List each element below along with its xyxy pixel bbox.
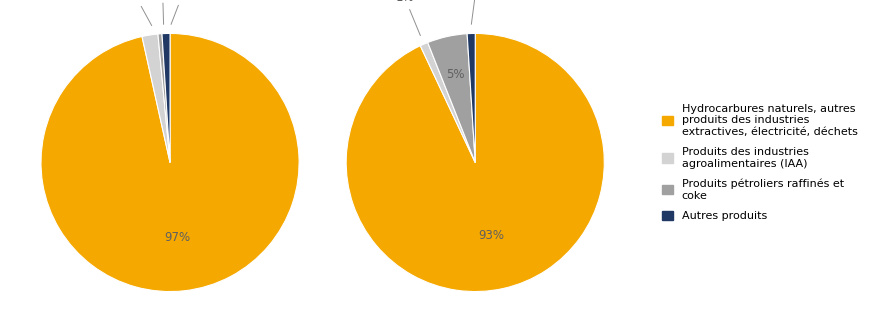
Text: 1%: 1% <box>395 0 420 35</box>
Wedge shape <box>467 33 475 162</box>
Wedge shape <box>162 33 170 162</box>
Wedge shape <box>41 33 299 292</box>
Legend: Hydrocarbures naturels, autres
produits des industries
extractives, électricité,: Hydrocarbures naturels, autres produits … <box>662 104 858 221</box>
Wedge shape <box>158 34 170 162</box>
Text: 0%: 0% <box>153 0 172 24</box>
Text: 1%: 1% <box>171 0 192 24</box>
Text: 2%: 2% <box>126 0 152 26</box>
Wedge shape <box>346 33 604 292</box>
Wedge shape <box>142 34 170 162</box>
Text: 93%: 93% <box>479 229 505 242</box>
Wedge shape <box>428 34 475 162</box>
Text: 97%: 97% <box>164 230 190 243</box>
Wedge shape <box>420 43 475 162</box>
Text: 1%: 1% <box>467 0 486 24</box>
Text: 5%: 5% <box>446 68 465 81</box>
